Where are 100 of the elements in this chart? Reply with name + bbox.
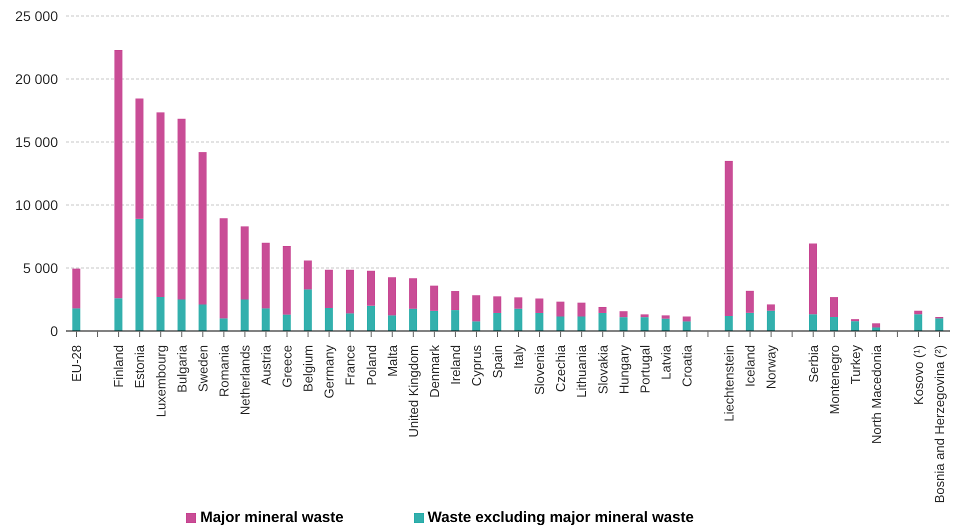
bar: [808, 244, 817, 314]
x-tick-label: Bulgaria: [174, 344, 190, 393]
x-tick-label: Slovakia: [595, 344, 610, 394]
x-tick-label: United Kingdom: [406, 345, 421, 438]
bar: [430, 286, 438, 311]
x-tick-label: Turkey: [848, 344, 863, 384]
x-tick-label: Norway: [764, 344, 779, 390]
bar: [598, 312, 607, 331]
bar: [746, 312, 754, 331]
x-tick-label: Slovenia: [532, 344, 548, 395]
bar: [304, 289, 312, 331]
bar: [851, 321, 860, 331]
bar: [724, 160, 733, 316]
x-tick-label: Finland: [111, 345, 126, 388]
x-tick-label: Liechtenstein: [722, 345, 737, 422]
bar: [514, 308, 522, 331]
y-tick-label: 0: [50, 322, 58, 339]
bar: [724, 316, 733, 331]
bar: [304, 260, 312, 290]
x-tick-label: Netherlands: [237, 344, 252, 416]
x-tick-label: Serbia: [806, 344, 821, 383]
x-tick-label: Czechia: [553, 344, 568, 392]
x-tick-label: Kosovo (¹): [910, 345, 926, 405]
bar: [240, 226, 249, 300]
bar: [830, 317, 838, 331]
bar: [620, 311, 628, 318]
x-tick-label: Germany: [322, 344, 337, 398]
x-tick-label: Bosnia and Herzegovina (²): [932, 345, 948, 504]
bar: [746, 290, 754, 313]
bar: [682, 321, 691, 331]
bar: [72, 268, 80, 308]
bar: [220, 318, 228, 331]
x-tick-label: Montenegro: [826, 345, 842, 414]
bar: [220, 218, 228, 318]
bar: [472, 295, 480, 322]
x-tick-label: Ireland: [448, 345, 463, 385]
bar: [198, 304, 207, 331]
bar: [535, 298, 544, 313]
bar: [198, 152, 207, 305]
x-tick-label: Estonia: [132, 344, 148, 388]
bar: [324, 308, 333, 331]
bar: [662, 318, 670, 331]
bar: [262, 308, 270, 331]
bar: [493, 312, 502, 331]
bar: [156, 296, 165, 331]
bar: [409, 278, 418, 309]
x-tick-label: Spain: [490, 345, 506, 378]
y-tick-label: 25 000: [15, 8, 58, 24]
bar: [135, 218, 144, 331]
x-tick-label: Denmark: [426, 344, 442, 398]
bar: [640, 317, 649, 331]
x-tick-label: North Macedonia: [868, 344, 884, 444]
bar: [535, 312, 544, 331]
bar: [409, 308, 418, 331]
bar: [114, 50, 122, 298]
bar: [282, 246, 291, 315]
bar: [577, 302, 586, 317]
x-tick-label: Latvia: [658, 344, 674, 380]
bar: [346, 313, 354, 331]
x-tick-label: Cyprus: [468, 344, 484, 386]
bar: [640, 314, 649, 318]
y-tick-label: 15 000: [15, 134, 58, 150]
bar: [914, 310, 922, 314]
bar: [620, 317, 628, 331]
x-tick-label: Portugal: [637, 344, 652, 394]
x-tick-label: Croatia: [679, 344, 694, 387]
x-tick-label: Lithuania: [574, 344, 590, 398]
y-tick-label: 10 000: [15, 196, 58, 213]
x-tick-label: Iceland: [742, 345, 758, 387]
bar: [577, 316, 586, 331]
bar: [240, 300, 249, 331]
x-tick-label: France: [342, 345, 358, 386]
x-tick-label: Greece: [280, 345, 295, 388]
x-tick-label: Luxembourg: [153, 345, 168, 418]
x-tick-label: Italy: [511, 344, 526, 369]
bar: [262, 242, 270, 308]
bar: [451, 291, 460, 310]
bar: [72, 308, 80, 331]
legend-label: Waste excluding major mineral waste: [428, 509, 694, 526]
y-tick-label: 20 000: [15, 70, 58, 87]
bar: [135, 98, 144, 219]
bar: [935, 318, 944, 331]
x-tick-label: Romania: [216, 344, 232, 398]
bar: [366, 306, 375, 331]
x-tick-label: Hungary: [616, 344, 632, 394]
bar: [282, 314, 291, 331]
bar: [451, 310, 460, 331]
bar: [346, 270, 354, 314]
legend-label: Major mineral waste: [200, 509, 344, 526]
bar: [430, 310, 438, 331]
x-tick-label: Malta: [384, 344, 400, 377]
bar: [556, 316, 564, 331]
bar: [808, 314, 817, 331]
x-tick-label: Sweden: [195, 345, 210, 392]
bar: [682, 316, 691, 322]
bar: [830, 297, 838, 318]
bar: [388, 315, 396, 331]
bar: [114, 298, 122, 331]
bar: [178, 118, 186, 300]
bar: [388, 277, 396, 316]
